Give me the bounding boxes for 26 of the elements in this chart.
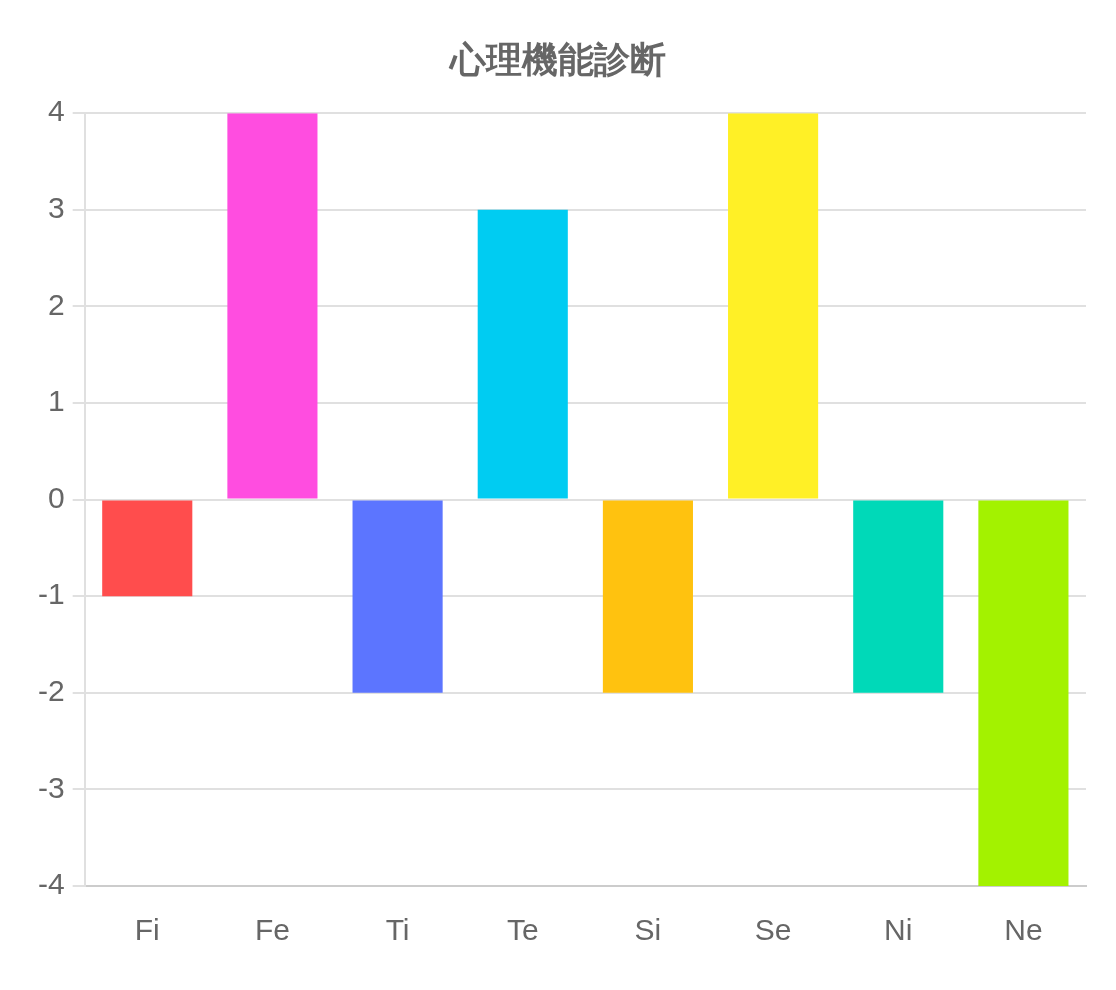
x-tick-label: Si: [634, 913, 662, 947]
chart-title: 心理機能診断: [448, 38, 666, 80]
x-tick-label: Ni: [884, 913, 913, 947]
y-tick-label: 2: [47, 287, 65, 321]
y-tick-label: 3: [47, 191, 65, 225]
x-tick-label: Fe: [254, 913, 290, 947]
y-tick-label: -4: [37, 867, 65, 901]
x-tick-label: Ti: [385, 913, 410, 947]
bar: [853, 500, 944, 693]
x-tick-label: Se: [754, 913, 792, 947]
bar: [978, 500, 1069, 886]
bar: [227, 113, 318, 499]
x-tick-label: Ne: [1004, 913, 1043, 947]
bar: [477, 209, 568, 499]
bar: [602, 500, 693, 693]
y-tick-label: 0: [47, 480, 65, 514]
x-tick-label: Te: [506, 913, 539, 947]
bar: [102, 500, 193, 597]
y-tick-label: -2: [37, 674, 65, 708]
y-tick-label: 4: [47, 94, 65, 128]
bar: [728, 113, 819, 499]
y-tick-label: -1: [37, 577, 65, 611]
y-tick-label: -3: [37, 770, 65, 804]
y-tick-label: 1: [47, 384, 65, 418]
x-tick-label: Fi: [134, 913, 160, 947]
bar: [352, 500, 443, 693]
